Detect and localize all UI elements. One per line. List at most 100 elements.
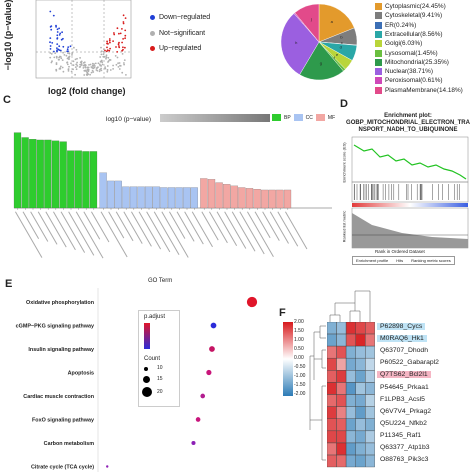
volcano-point <box>63 54 66 56</box>
volcano-point <box>79 61 82 64</box>
go-bar-mf <box>253 189 261 209</box>
volcano-point <box>125 74 127 76</box>
go-bar-chart <box>13 132 332 259</box>
pie-slice-label: g <box>320 61 322 66</box>
volcano-point <box>49 48 52 50</box>
go-tick-label-mark <box>239 211 265 255</box>
pie-legend-label: PlasmaMembrane(14.18%) <box>385 86 463 94</box>
heatmap-cell <box>327 394 337 407</box>
volcano-point <box>117 62 119 65</box>
heatmap-cell <box>365 406 375 419</box>
volcano-point <box>67 70 70 72</box>
volcano-point <box>108 38 111 40</box>
volcano-point <box>100 67 102 70</box>
volcano-point <box>99 56 102 58</box>
pie-slice <box>280 13 320 75</box>
volcano-point <box>90 71 93 74</box>
volcano-point <box>49 52 52 54</box>
go-tick-label-mark <box>184 211 204 245</box>
heatmap-cell <box>327 382 337 395</box>
go-tick-label-mark <box>53 211 76 251</box>
volcano-point <box>58 34 61 36</box>
heatmap-cell <box>327 370 337 383</box>
volcano-point <box>102 50 105 53</box>
go-tick-label-mark <box>60 211 86 253</box>
volcano-point <box>119 32 122 35</box>
volcano-point <box>118 45 120 47</box>
volcano-point <box>66 48 69 51</box>
volcano-point <box>66 50 69 53</box>
go-legend-title: log10 (p−value) <box>106 116 151 123</box>
volcano-point <box>92 71 95 73</box>
go-bar-mf <box>207 179 216 209</box>
kegg-dot <box>195 417 201 422</box>
volcano-point <box>106 69 109 71</box>
volcano-point <box>61 66 64 69</box>
volcano-point <box>112 68 114 70</box>
legend-up-label: Up−regulated <box>159 45 202 52</box>
heatmap-cell <box>336 454 347 468</box>
heatmap-cell <box>365 418 375 431</box>
volcano-point <box>124 29 127 32</box>
volcano-point <box>58 45 61 48</box>
volcano-point <box>100 53 103 56</box>
gsea-xlabel: Rank in Ordered Dataset <box>375 249 425 254</box>
volcano-point <box>72 64 75 67</box>
go-tick-label-mark <box>91 211 110 243</box>
volcano-point <box>76 61 78 64</box>
volcano-point <box>66 61 69 64</box>
heatmap-scale-tick: -0.50 <box>294 364 306 370</box>
go-tick-label-mark <box>45 211 67 248</box>
volcano-point <box>87 70 90 73</box>
volcano-ylabel: −log10 (p−value) <box>3 0 13 71</box>
pie-legend-swatch <box>375 40 382 48</box>
legend-notsig-label: Not−significant <box>159 30 206 37</box>
volcano-point <box>123 59 126 61</box>
volcano-point <box>49 37 52 39</box>
volcano-point <box>58 27 60 30</box>
volcano-point <box>58 58 60 61</box>
gsea-legend-ranking: Ranking metric scores <box>411 258 451 263</box>
volcano-point <box>124 17 127 19</box>
heatmap-scale-tick: 0.00 <box>294 355 304 361</box>
go-tick-label-mark <box>68 211 95 256</box>
volcano-point <box>119 65 122 67</box>
go-tick-label-mark <box>191 211 213 248</box>
volcano-point <box>122 38 124 40</box>
kegg-dot <box>246 296 258 308</box>
volcano-point <box>50 25 53 27</box>
go-bar-cc <box>99 172 107 209</box>
gene-label: Q6V7V4_Prkag2 <box>380 407 432 415</box>
pie-slice-label: b <box>340 35 343 40</box>
heatmap-cell <box>327 333 337 347</box>
go-legend-types: BP CC MF <box>272 114 335 121</box>
volcano-point <box>121 28 123 30</box>
volcano-point <box>58 56 60 59</box>
heatmap-cell <box>355 382 366 395</box>
volcano-point <box>122 48 124 51</box>
volcano-point <box>107 61 109 63</box>
volcano-point <box>62 70 65 73</box>
heatmap-cell <box>346 454 356 468</box>
go-tick-label-mark <box>123 211 143 244</box>
volcano-point <box>58 68 61 70</box>
volcano-point <box>55 56 58 59</box>
volcano-point <box>71 52 74 54</box>
pie-legend-swatch <box>375 3 382 10</box>
volcano-point <box>53 50 55 53</box>
volcano-point <box>49 45 52 47</box>
heatmap-cell <box>346 418 356 431</box>
pie-legend-swatch <box>375 12 382 20</box>
volcano-point <box>101 63 104 66</box>
volcano-point <box>115 63 118 66</box>
volcano-point <box>76 57 78 60</box>
volcano-point <box>105 57 107 60</box>
volcano-point <box>122 14 125 17</box>
volcano-point <box>74 73 76 76</box>
go-legend-bp: BP <box>284 114 291 121</box>
gene-label: P54645_Prkaa1 <box>380 383 429 391</box>
pie-legend-label: ER(0.24%) <box>385 21 417 29</box>
heatmap-cell <box>355 442 366 456</box>
volcano-point <box>112 40 114 42</box>
pie-slice-label: e <box>336 52 339 57</box>
